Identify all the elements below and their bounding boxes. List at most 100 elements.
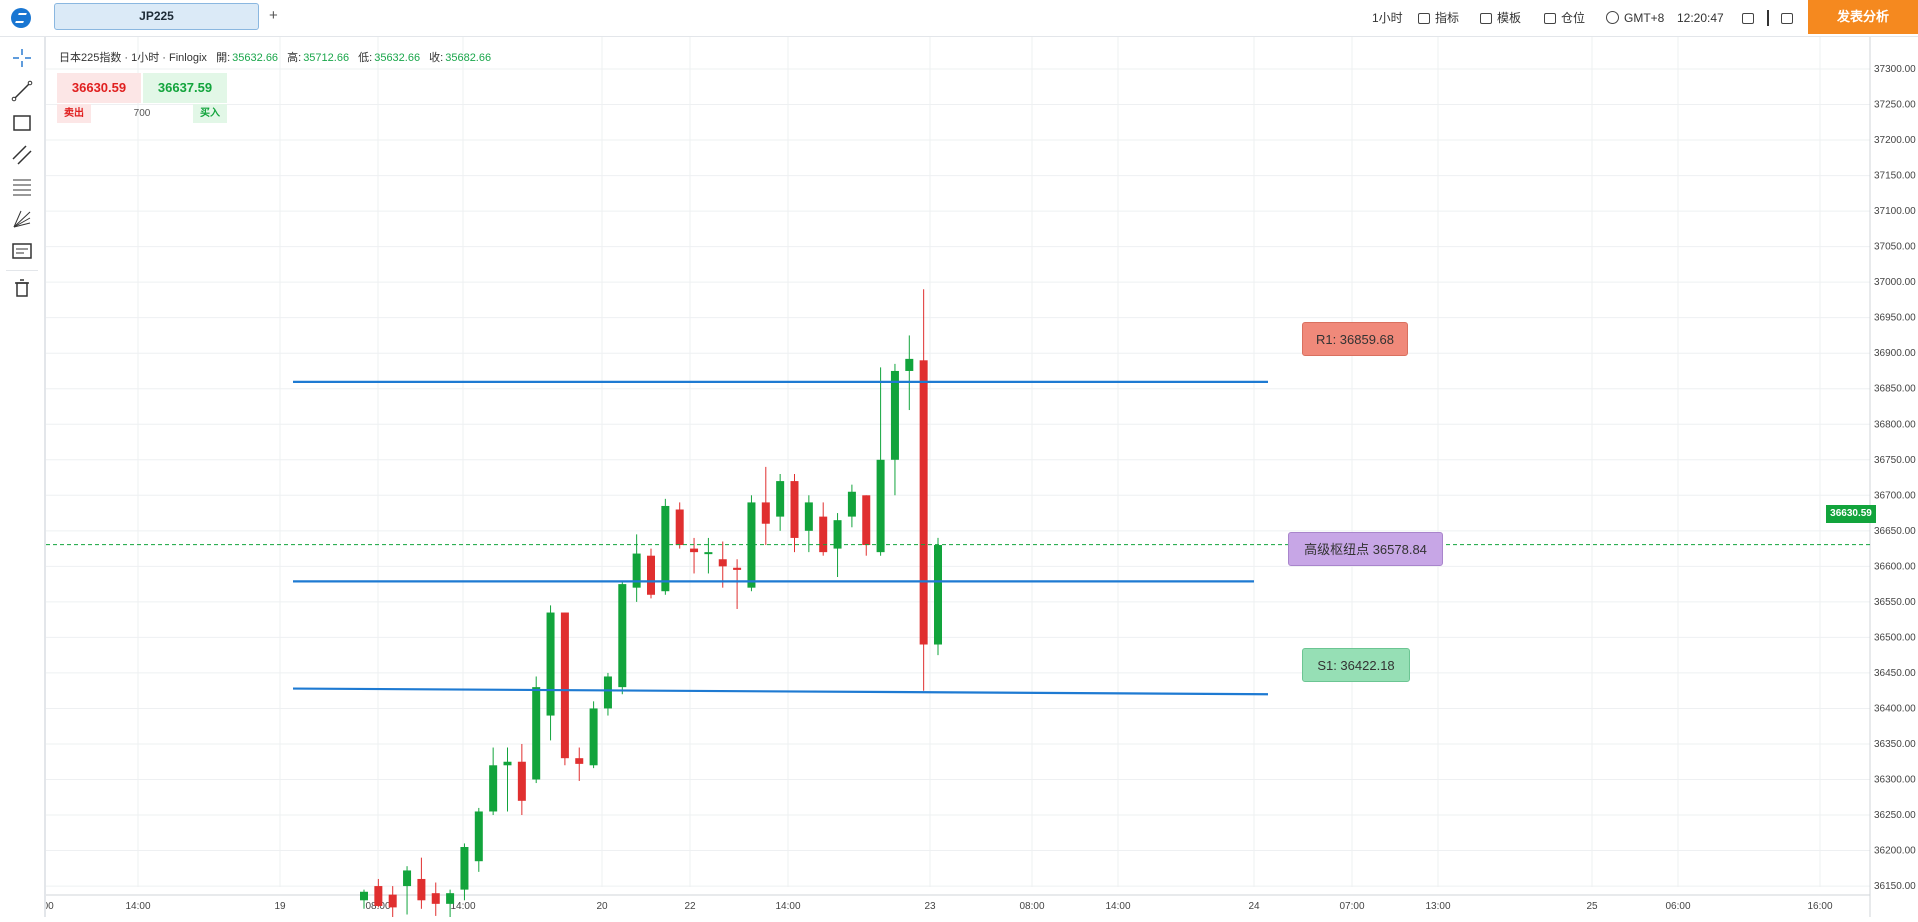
s1-label[interactable]: S1: 36422.18 [1302, 648, 1410, 682]
sell-price[interactable]: 36630.59 [57, 73, 141, 103]
buy-price[interactable]: 36637.59 [143, 73, 227, 103]
crosshair-icon [13, 49, 31, 67]
screenshot-button[interactable] [1742, 10, 1759, 26]
price-axis-label: 36500.00 [1874, 632, 1916, 643]
high-value: 35712.66 [303, 52, 350, 64]
candle-up [460, 846, 469, 890]
price-axis-label: 37150.00 [1874, 171, 1916, 182]
positions-icon [1544, 13, 1556, 24]
trade-widget: 36630.59 36637.59 卖出 700 买入 [57, 73, 228, 123]
candle-up [360, 891, 368, 901]
candle-up [776, 481, 785, 517]
r1-label[interactable]: R1: 36859.68 [1302, 322, 1408, 356]
price-axis-label: 36250.00 [1874, 810, 1916, 821]
text-tool[interactable] [11, 240, 33, 262]
time-axis-label: 8:00 [46, 901, 54, 912]
time-axis-label: 24 [1248, 901, 1260, 912]
time-axis-label: 19 [274, 901, 286, 912]
candle-up [489, 765, 498, 812]
price-axis-label: 36550.00 [1874, 597, 1916, 608]
gann-fan-tool[interactable] [11, 208, 33, 230]
app-logo-icon [11, 8, 31, 28]
timezone-button[interactable]: GMT+8 [1606, 10, 1664, 26]
candlestick-chart[interactable]: 37300.00 37250.00 37200.00 37150.00 37100.00… [34, 37, 1918, 921]
candle-up [934, 545, 942, 645]
fibonacci-tool[interactable] [11, 176, 33, 198]
interval-selector[interactable]: 1小时 [1372, 11, 1403, 25]
camera-icon [1742, 13, 1754, 24]
price-axis-label: 36650.00 [1874, 526, 1916, 537]
clock: 12:20:47 [1677, 11, 1724, 25]
candle-down [431, 893, 440, 904]
symbol-info: 日本225指数 · 1小时 · Finlogix 開: 35632.66 高: 35… [59, 49, 497, 65]
symbol-title: 日本225指数 · 1小时 · Finlogix [59, 52, 207, 64]
price-axis-label: 36350.00 [1874, 739, 1916, 750]
text-note-icon [12, 243, 32, 259]
indicators-button[interactable]: 指标 [1418, 10, 1459, 26]
trend-line-tool[interactable] [11, 80, 33, 102]
price-axis-label: 36700.00 [1874, 490, 1916, 501]
price-axis-label: 36800.00 [1874, 419, 1916, 430]
positions-label: 仓位 [1561, 11, 1586, 25]
publish-analysis-button[interactable]: 发表分析 [1808, 0, 1918, 34]
candle-up [403, 870, 412, 887]
time-axis-label: 06:00 [1665, 901, 1690, 912]
crosshair-tool[interactable] [11, 47, 33, 69]
candle-up [747, 502, 756, 588]
rectangle-tool[interactable] [11, 112, 33, 134]
rectangle-icon [13, 115, 31, 131]
indicators-icon [1418, 13, 1430, 24]
delete-drawings-tool[interactable] [11, 277, 33, 299]
positions-button[interactable]: 仓位 [1544, 10, 1585, 26]
volume-input[interactable]: 700 [133, 108, 151, 119]
candle-up [632, 553, 641, 588]
globe-icon [1606, 11, 1619, 24]
time-axis-label: 22 [684, 901, 696, 912]
low-value: 35632.66 [374, 52, 421, 64]
gann-fan-icon [13, 210, 31, 228]
candle-up [603, 676, 612, 709]
indicators-label: 指标 [1435, 11, 1460, 25]
candle-down [761, 502, 770, 524]
candle-down [862, 495, 871, 546]
candle-down [374, 886, 383, 906]
sell-button[interactable]: 卖出 [57, 104, 91, 123]
candle-up [661, 505, 670, 592]
channel-tool[interactable] [11, 144, 33, 166]
toolbar-separator [6, 270, 38, 271]
price-axis-label: 36300.00 [1874, 775, 1916, 786]
add-tab-button[interactable]: + [269, 7, 278, 24]
templates-button[interactable]: 模板 [1480, 10, 1521, 26]
candle-up [532, 687, 541, 780]
time-axis-label: 14:00 [775, 901, 800, 912]
candle-up [503, 761, 512, 766]
price-axis-label: 37200.00 [1874, 135, 1916, 146]
timezone-label: GMT+8 [1624, 11, 1665, 25]
price-axis-label: 37250.00 [1874, 100, 1916, 111]
price-axis-label: 36200.00 [1874, 846, 1916, 857]
candle-down [388, 894, 397, 908]
tab-jp225[interactable]: JP225 [54, 3, 259, 30]
buy-button[interactable]: 买入 [193, 104, 227, 123]
pivot-label[interactable]: 高级枢纽点 36578.84 [1288, 532, 1443, 566]
time-axis-label: 16:00 [1807, 901, 1832, 912]
grid-layout-icon [1781, 13, 1793, 24]
time-axis-label: 07:00 [1339, 901, 1364, 912]
candle-up [704, 552, 713, 555]
price-axis-label: 36400.00 [1874, 703, 1916, 714]
candle-up [446, 893, 455, 904]
drawing-toolbar [0, 37, 46, 917]
candle-down [417, 878, 426, 901]
candle-down [560, 612, 569, 759]
time-axis-label: 13:00 [1425, 901, 1450, 912]
candle-up [876, 459, 885, 553]
time-axis-label: 23 [924, 901, 936, 912]
templates-icon [1480, 13, 1492, 24]
layout-button[interactable] [1781, 10, 1798, 26]
price-axis-label: 37300.00 [1874, 64, 1916, 75]
chart-area[interactable]: 37300.00 37250.00 37200.00 37150.00 37100.00… [34, 37, 1916, 921]
time-axis-label: 20 [596, 901, 608, 912]
price-axis-label: 36450.00 [1874, 668, 1916, 679]
trend-line-icon [11, 80, 33, 102]
candle-up [833, 520, 842, 549]
